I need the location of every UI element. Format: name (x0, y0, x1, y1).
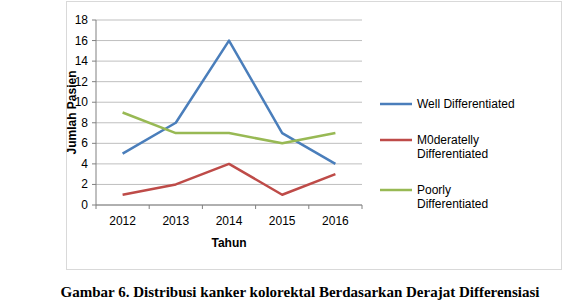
y-tick (92, 40, 96, 41)
y-tick (92, 81, 96, 82)
x-axis-label: Tahun (211, 236, 246, 250)
series-line (123, 113, 336, 144)
legend-swatch (380, 189, 412, 192)
x-tick (308, 205, 309, 209)
grid-line (96, 122, 362, 123)
grid-line (96, 20, 362, 21)
grid-line (96, 102, 362, 103)
x-tick (255, 205, 256, 209)
y-tick (92, 61, 96, 62)
x-tick-label: 2014 (216, 214, 243, 228)
y-tick (92, 163, 96, 164)
x-tick-label: 2016 (322, 214, 349, 228)
y-tick-label: 18 (75, 13, 89, 27)
grid-line (96, 184, 362, 185)
y-tick (92, 143, 96, 144)
y-tick (92, 184, 96, 185)
x-tick (96, 205, 97, 209)
series-line (123, 41, 336, 164)
chart-frame (67, 2, 562, 270)
grid-line (96, 143, 362, 144)
grid-line (96, 81, 362, 82)
x-tick (149, 205, 150, 209)
chart: 02468101214161820122013201420152016Tahun… (0, 0, 574, 307)
y-tick (92, 20, 96, 21)
y-tick-label: 0 (81, 198, 88, 212)
x-axis (96, 205, 362, 206)
y-axis-label: Jumlah Pasien (65, 70, 79, 154)
legend-label: PoorlyDifferentiated (417, 183, 488, 211)
y-tick (92, 122, 96, 123)
y-tick-label: 16 (75, 34, 89, 48)
x-tick (362, 205, 363, 209)
y-tick-label: 6 (81, 136, 88, 150)
y-tick-label: 2 (81, 177, 88, 191)
y-tick (92, 102, 96, 103)
legend-label: M0deratellyDifferentiated (417, 133, 488, 161)
x-tick-label: 2013 (162, 214, 189, 228)
x-tick-label: 2015 (269, 214, 296, 228)
grid-line (96, 61, 362, 62)
y-tick-label: 14 (75, 54, 89, 68)
series-line (123, 164, 336, 195)
x-tick (202, 205, 203, 209)
y-axis (96, 20, 97, 205)
y-tick (92, 205, 96, 206)
y-tick-label: 4 (81, 157, 88, 171)
x-tick-label: 2012 (109, 214, 136, 228)
title: Gambar 6. Distribusi kanker kolorektal B… (61, 284, 540, 300)
plot-area (123, 41, 336, 195)
legend-swatch (380, 103, 412, 106)
legend-swatch (380, 139, 412, 142)
grid-line (96, 205, 362, 206)
legend-label: Well Differentiated (417, 97, 515, 111)
y-tick-label: 8 (81, 116, 88, 130)
